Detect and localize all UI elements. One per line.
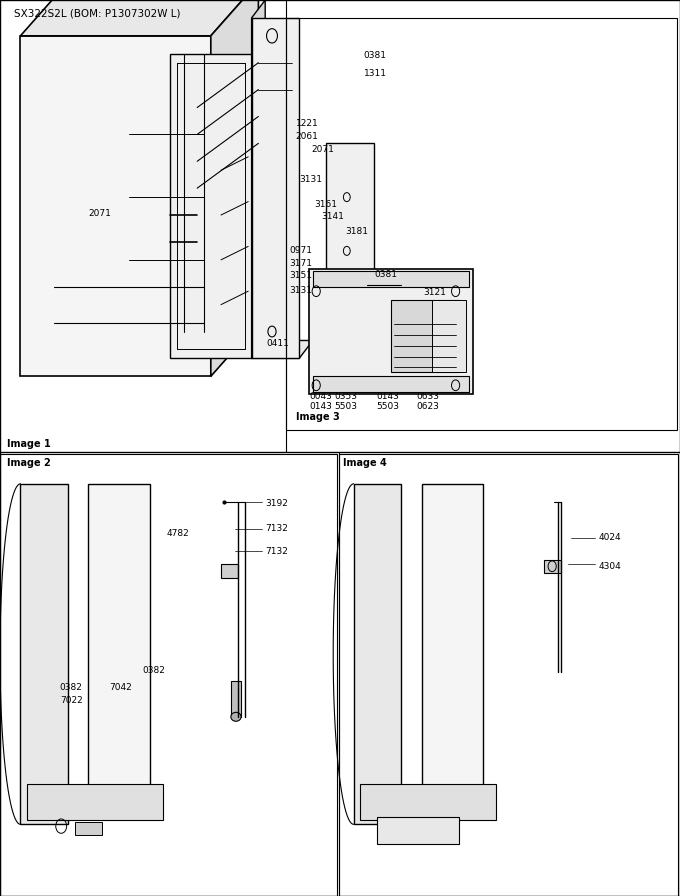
Text: 0353
5503: 0353 5503 [335,392,358,411]
Polygon shape [326,143,374,340]
Polygon shape [252,340,313,358]
Bar [391,300,459,372]
Text: SX322S2L (BOM: P1307302W L): SX322S2L (BOM: P1307302W L) [14,8,180,19]
Bar [422,484,483,806]
Text: 3121: 3121 [423,288,446,297]
Ellipse shape [231,712,241,721]
Text: 7132: 7132 [265,547,288,556]
Text: 2071: 2071 [88,209,112,218]
Polygon shape [20,484,68,824]
Bar [75,822,102,835]
Text: 4304: 4304 [598,562,621,571]
Text: 7132: 7132 [265,524,288,533]
Text: 3141: 3141 [321,212,344,221]
Bar [88,484,150,806]
Circle shape [403,280,407,286]
Text: Image 1: Image 1 [7,438,50,449]
Polygon shape [20,36,211,376]
Text: 0411: 0411 [267,339,290,348]
Polygon shape [354,484,401,824]
Bar [88,484,150,806]
Text: 1221: 1221 [296,119,318,128]
Text: 0143
5503: 0143 5503 [376,392,399,411]
Bar [313,376,469,392]
Bar [544,560,561,573]
Polygon shape [20,0,258,36]
Text: 4782: 4782 [167,529,189,538]
Text: 3151: 3151 [290,271,313,280]
Text: 0381: 0381 [364,51,387,60]
Text: 3192: 3192 [265,499,288,508]
Text: 7042: 7042 [109,683,131,692]
Polygon shape [252,0,265,358]
Text: 0382: 0382 [60,683,83,692]
Text: 0381: 0381 [374,270,397,279]
Text: 0633
0623: 0633 0623 [416,392,439,411]
Text: 7022: 7022 [60,696,82,705]
Text: 1311: 1311 [364,69,387,78]
Text: 0043
0143: 0043 0143 [309,392,333,411]
Bar [27,784,163,820]
Bar [286,18,677,430]
Bar [401,271,422,294]
Bar [221,564,238,578]
Polygon shape [326,323,388,340]
Bar [432,300,466,372]
Text: Image 4: Image 4 [343,458,387,469]
Text: 2071: 2071 [311,145,335,154]
Bar [231,681,241,717]
Text: 3171: 3171 [290,259,313,268]
Bar [377,817,459,844]
Text: Image 3: Image 3 [296,411,339,422]
Text: 4024: 4024 [598,533,621,542]
Text: 0382: 0382 [143,666,166,675]
Text: 3161: 3161 [314,200,337,209]
Text: 3131: 3131 [299,175,322,184]
Bar [360,784,496,820]
Bar [339,454,678,896]
Text: Image 2: Image 2 [7,458,50,469]
Bar [0,454,337,896]
Circle shape [408,280,412,286]
Polygon shape [252,18,299,358]
Text: 3131: 3131 [290,286,313,295]
Bar [313,271,469,287]
Text: 2061: 2061 [296,132,319,141]
Text: 3181: 3181 [345,227,369,236]
Polygon shape [211,0,258,376]
Bar [309,269,473,394]
Polygon shape [170,54,252,358]
Circle shape [413,280,418,286]
Text: 0971: 0971 [290,246,313,255]
